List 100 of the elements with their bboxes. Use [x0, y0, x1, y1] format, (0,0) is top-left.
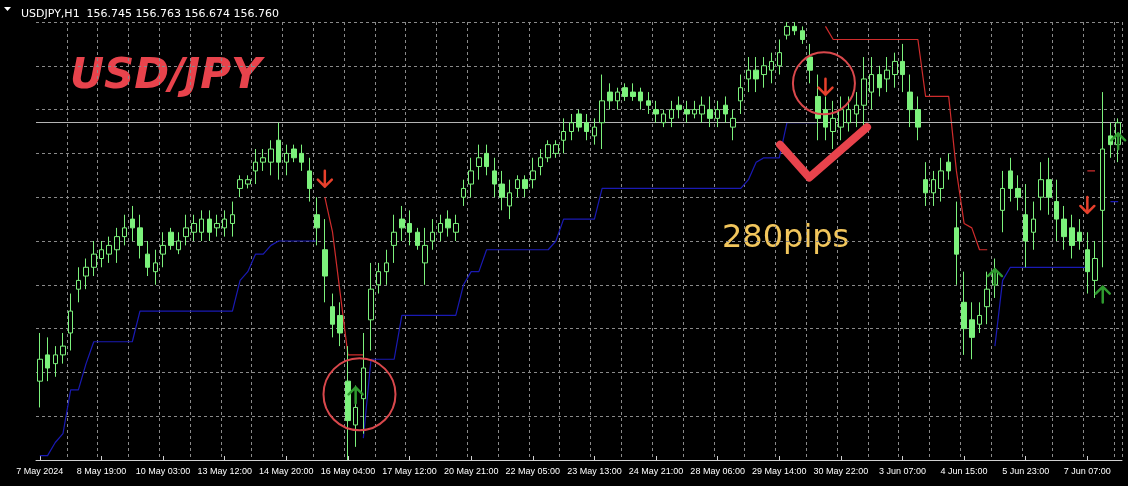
candlestick [268, 139, 274, 176]
annotation: 280pips [722, 217, 850, 255]
candlestick [946, 152, 951, 181]
candlestick [807, 43, 813, 84]
candlestick [1061, 205, 1067, 251]
candlestick [68, 293, 73, 351]
candlestick [1092, 240, 1098, 299]
candlestick [384, 249, 389, 286]
x-tick-label: 7 May 2024 [16, 465, 64, 476]
candlestick [538, 148, 543, 176]
candlestick [715, 100, 720, 128]
candlestick [569, 113, 574, 141]
candlestick [114, 227, 120, 264]
candlestick [846, 95, 851, 132]
candlestick [769, 52, 774, 84]
candlestick [407, 209, 412, 246]
candlestick [707, 95, 713, 128]
candlestick [1038, 161, 1044, 211]
candlestick [923, 161, 928, 207]
candlestick [276, 122, 281, 181]
candlestick [76, 266, 81, 303]
candlestick [361, 332, 366, 435]
annotation: USD/JPY [70, 48, 265, 98]
x-tick-label: 7 Jun 07:00 [1063, 465, 1111, 476]
candlestick [245, 174, 251, 189]
candlestick [322, 218, 328, 303]
candlestick [214, 214, 220, 238]
candlestick [415, 227, 420, 251]
candlestick [954, 201, 959, 286]
candlestick [430, 218, 435, 251]
x-tick-label: 5 Jun 23:00 [1002, 465, 1050, 476]
candlestick [1100, 91, 1105, 268]
candlestick [592, 117, 597, 146]
candlestick [291, 144, 297, 163]
candlestick [938, 157, 944, 203]
x-tick-label: 22 May 05:00 [505, 465, 561, 476]
candlestick [984, 271, 990, 325]
candlestick [931, 170, 936, 207]
candlestick [222, 209, 227, 238]
candlestick [368, 262, 374, 351]
candlestick [453, 214, 459, 242]
candlestick [307, 157, 312, 203]
candlestick [391, 214, 397, 264]
candlestick [476, 144, 482, 181]
x-tick-label: 23 May 13:00 [567, 465, 622, 476]
candlestick [530, 157, 536, 189]
candlestick [160, 231, 166, 268]
candlestick [630, 82, 636, 102]
candlestick [545, 139, 551, 163]
candlestick [337, 301, 343, 347]
x-tick-label: 13 May 12:00 [197, 465, 252, 476]
candlestick [553, 139, 559, 159]
candlestick [1000, 170, 1005, 233]
x-tick-label: 4 Jun 15:00 [940, 465, 988, 476]
x-tick-label: 16 May 04:00 [320, 465, 376, 476]
candlestick [330, 293, 335, 338]
candlestick [800, 25, 805, 45]
candlestick [638, 87, 643, 111]
candlestick [461, 179, 466, 207]
candlestick [723, 95, 728, 124]
candlestick [900, 43, 905, 93]
candlestick [838, 95, 844, 141]
candlestick [892, 52, 898, 89]
candlestick [1054, 179, 1059, 242]
candlestick [877, 65, 882, 97]
candlestick [1069, 214, 1075, 260]
candlestick [522, 174, 528, 198]
candlestick [622, 82, 628, 102]
x-tick-label: 10 May 03:00 [135, 465, 191, 476]
candlestick [237, 174, 243, 198]
candlestick [145, 240, 150, 277]
candlestick [83, 258, 89, 290]
candlestick [646, 91, 651, 115]
candlestick [738, 74, 743, 115]
candlestick [699, 95, 705, 124]
candlestick [37, 332, 43, 408]
candlestick [615, 87, 620, 111]
candlestick [207, 209, 212, 242]
x-tick-label: 8 May 19:00 [76, 465, 127, 476]
candlestick [1008, 157, 1013, 203]
x-tick-label: 14 May 20:00 [259, 465, 314, 476]
candlestick [137, 214, 143, 260]
candlestick [599, 74, 605, 150]
x-tick-label: 24 May 21:00 [628, 465, 684, 476]
candlestick [106, 236, 112, 264]
candlestick [507, 179, 512, 220]
candlestick [253, 148, 258, 185]
candlestick [260, 148, 266, 172]
candlestick [669, 100, 674, 128]
candlestick [869, 56, 874, 111]
candlestick [1015, 174, 1021, 211]
candlestick [153, 249, 158, 286]
candlestick [576, 109, 582, 132]
candlestick [299, 144, 304, 172]
candlestick [1085, 231, 1090, 295]
candlestick [692, 100, 697, 119]
chart-title: USDJPY,H1 156.745 156.763 156.674 156.760 [21, 7, 280, 20]
candlestick [1031, 201, 1036, 251]
candlestick [561, 117, 566, 154]
candlestick [584, 113, 589, 141]
